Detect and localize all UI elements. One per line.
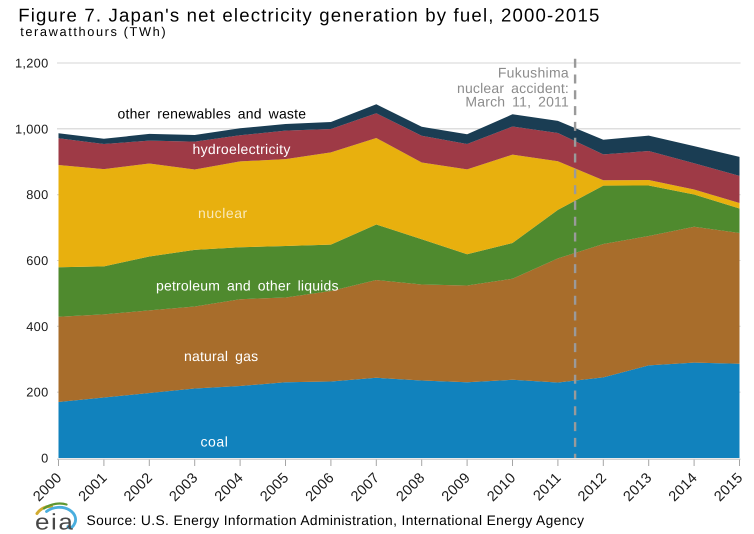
svg-text:nuclear: nuclear	[198, 205, 248, 221]
svg-text:coal: coal	[201, 433, 229, 449]
svg-text:Source: U.S. Energy Informatio: Source: U.S. Energy Information Administ…	[87, 513, 585, 528]
svg-text:400: 400	[26, 319, 48, 334]
svg-text:hydroelectricity: hydroelectricity	[193, 141, 291, 157]
svg-text:natural gas: natural gas	[184, 348, 258, 364]
svg-text:1,200: 1,200	[15, 56, 49, 71]
svg-text:200: 200	[26, 385, 48, 400]
svg-text:terawatthours (TWh): terawatthours (TWh)	[20, 24, 167, 39]
svg-text:eia: eia	[35, 509, 75, 534]
svg-text:petroleum and other liquids: petroleum and other liquids	[156, 277, 339, 293]
svg-text:March 11, 2011: March 11, 2011	[465, 93, 569, 109]
svg-text:other renewables and waste: other renewables and waste	[118, 106, 307, 122]
svg-text:1,000: 1,000	[15, 121, 49, 136]
svg-text:600: 600	[26, 253, 48, 268]
svg-text:Figure 7. Japan's net electric: Figure 7. Japan's net electricity genera…	[18, 5, 600, 26]
svg-text:800: 800	[26, 187, 48, 202]
svg-text:0: 0	[41, 451, 48, 466]
svg-text:Fukushima: Fukushima	[498, 65, 569, 81]
svg-text:nuclear accident:: nuclear accident:	[457, 80, 569, 96]
